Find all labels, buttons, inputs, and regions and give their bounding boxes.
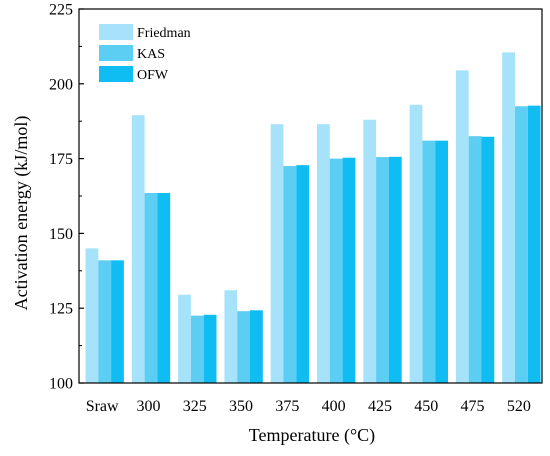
y-tick-label: 125 [49,301,73,318]
bar-friedman-sraw [85,248,99,383]
bar-friedman-400 [317,124,330,383]
legend-label-ofw: OFW [137,68,169,83]
legend-label-friedman: Friedman [137,26,191,41]
bar-kas-sraw [98,260,112,383]
bar-ofw-375 [296,165,310,383]
bar-friedman-425 [363,119,377,383]
bar-ofw-400 [342,157,356,383]
bar-kas-425 [376,157,389,383]
bar-ofw-sraw [111,260,124,383]
x-tick-label: 475 [461,398,485,415]
x-tick-label: 425 [368,398,392,415]
bar-friedman-350 [224,290,238,383]
bar-ofw-520 [527,105,541,383]
legend-swatch-ofw [99,66,133,82]
bar-friedman-300 [131,115,145,383]
bar-kas-400 [329,158,343,383]
x-axis-label: Temperature (°C) [249,425,375,446]
y-tick-label: 225 [49,2,73,19]
x-tick-label: 375 [275,398,299,415]
bar-friedman-375 [270,124,284,383]
y-axis-label: Activation energy (kJ/mol) [11,116,32,311]
legend-label-kas: KAS [137,47,165,62]
x-tick-label: 450 [414,398,438,415]
x-tick-label: 325 [183,398,207,415]
x-tick-label: 400 [322,398,346,415]
bar-ofw-325 [203,314,217,383]
bar-ofw-425 [388,156,402,383]
bar-friedman-325 [178,294,191,383]
bar-ofw-350 [250,310,263,383]
legend-swatch-kas [99,45,133,61]
bar-kas-450 [422,140,436,383]
y-tick-label: 100 [49,376,73,393]
x-tick-label: 520 [507,398,531,415]
bar-friedman-450 [409,104,423,384]
x-tick-label: 300 [136,398,160,415]
bars-layer [85,52,541,384]
bar-kas-325 [190,315,204,383]
legend: Friedman KAS OFW [99,24,191,83]
bar-kas-375 [283,166,297,383]
bar-kas-520 [515,106,528,384]
bar-kas-475 [468,136,482,383]
y-tick-label: 150 [49,226,73,243]
x-tick-label: Sraw [86,398,119,415]
bar-friedman-520 [502,52,515,383]
bar-ofw-475 [481,136,495,383]
y-tick-label: 200 [49,76,73,93]
bar-ofw-300 [157,193,171,383]
bar-friedman-475 [455,70,469,383]
x-tick-label: 350 [229,398,253,415]
bar-kas-350 [237,311,250,383]
axes-layer: 100 125 150 175 200 225 Sraw 300 325 350 375 400 425… [49,2,543,415]
bar-kas-300 [144,193,158,383]
bar-ofw-450 [435,140,448,383]
legend-swatch-friedman [99,24,133,40]
y-tick-label: 175 [49,151,73,168]
